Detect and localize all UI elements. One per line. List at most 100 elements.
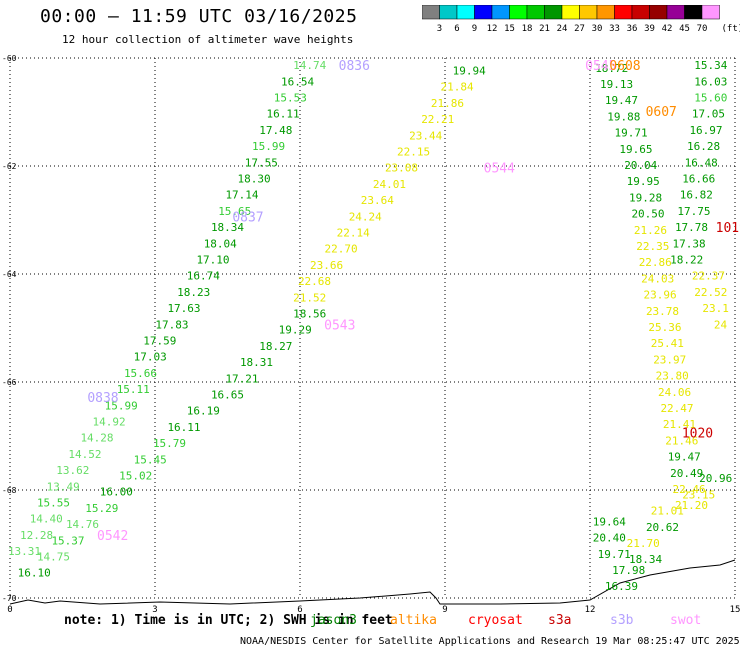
swh-point: 20.04 <box>624 159 657 172</box>
swh-point: 17.55 <box>245 156 278 169</box>
time-label: 1020 <box>682 426 713 441</box>
tick-layer: 0 3 6 9 12 15 -60 -62 -64 -66 -68 -70 <box>2 54 740 615</box>
colorbar-tick-label: 36 <box>627 24 638 34</box>
swh-point: 21.84 <box>441 81 474 94</box>
swh-point: 23.64 <box>361 194 394 207</box>
swh-point: 21.26 <box>634 224 667 237</box>
swh-point: 21.01 <box>651 505 684 518</box>
swh-point: 16.97 <box>689 124 722 137</box>
colorbar-tick-label: 24 <box>557 24 568 34</box>
swh-point: 22.52 <box>694 286 727 299</box>
satellite-swot: swot <box>670 613 702 628</box>
footer-note: note: 1) Time is in UTC; 2) SWH is in fe… <box>64 613 393 628</box>
colorbar-tick-label: 3 <box>437 24 442 34</box>
chart-title: 00:00 – 11:59 UTC 03/16/2025 <box>40 6 358 27</box>
chart-subtitle: 12 hour collection of altimeter wave hei… <box>62 33 354 46</box>
swh-point: 14.74 <box>293 59 326 72</box>
swh-point: 16.11 <box>267 108 300 121</box>
swh-point: 16.66 <box>682 173 715 186</box>
colorbar-tick-label: 33 <box>609 24 620 34</box>
swh-point: 15.65 <box>218 205 251 218</box>
swh-point: 19.28 <box>629 191 662 204</box>
colorbar-tick-label: 30 <box>592 24 603 34</box>
swh-point: 18.30 <box>238 173 271 186</box>
altimeter-chart: 0 3 6 9 12 15 -60 -62 -64 -66 -68 -70 14.74 16.54 15.… <box>2 54 740 615</box>
swh-point: 22.68 <box>298 275 331 288</box>
swh-point: 18.27 <box>259 340 292 353</box>
swh-point: 22.14 <box>337 227 370 240</box>
coastline-layer <box>9 559 736 605</box>
y-tick-label: -60 <box>2 54 17 63</box>
swh-point: 23.80 <box>656 370 689 383</box>
swh-point: 14.28 <box>80 432 113 445</box>
satellite-altika: altika <box>390 613 437 628</box>
swh-point: 17.03 <box>134 351 167 364</box>
swh-point: 19.64 <box>593 515 626 528</box>
swh-point: 19.47 <box>605 94 638 107</box>
colorbar-tick-label: 21 <box>539 24 550 34</box>
satellite-s3b: s3b <box>610 613 634 628</box>
time-label: 0607 <box>646 105 677 120</box>
y-tick-label: -66 <box>2 378 17 387</box>
colorbar-tick-label: 70 <box>697 24 708 34</box>
swh-point: 15.55 <box>37 497 70 510</box>
swh-point: 20.96 <box>699 472 732 485</box>
time-label: 1019 <box>716 221 740 236</box>
x-tick-label: 9 <box>442 605 447 615</box>
swh-point: 23.97 <box>653 353 686 366</box>
swh-point: 15.34 <box>694 59 727 72</box>
swh-point: 23.08 <box>385 162 418 175</box>
x-tick-label: 15 <box>730 605 740 615</box>
swh-point: 14.76 <box>66 518 99 531</box>
swh-point: 19.71 <box>598 548 631 561</box>
swh-point: 18.04 <box>204 237 237 250</box>
swh-point: 17.59 <box>143 335 176 348</box>
swh-point: 16.54 <box>281 75 314 88</box>
swh-point: 17.75 <box>677 205 710 218</box>
swh-point: 21.41 <box>663 418 696 431</box>
swh-point: 22.15 <box>397 146 430 159</box>
swh-point: 15.53 <box>274 92 307 105</box>
swh-point: 22.70 <box>325 243 358 256</box>
swh-point: 15.99 <box>105 399 138 412</box>
swh-point: 16.10 <box>18 567 51 580</box>
swh-point: 23.66 <box>310 259 343 272</box>
swh-point: 17.10 <box>196 254 229 267</box>
swh-point: 13.62 <box>56 464 89 477</box>
swh-point: 19.95 <box>627 175 660 188</box>
swh-point: 20.40 <box>593 532 626 545</box>
swh-point: 24.01 <box>373 178 406 191</box>
swh-point: 19.94 <box>453 65 486 78</box>
swh-point: 17.98 <box>612 564 645 577</box>
x-tick-label: 12 <box>585 605 596 615</box>
y-tick-label: -70 <box>2 594 17 603</box>
time-label: 0837 <box>232 210 263 225</box>
swh-point: 18.34 <box>211 221 244 234</box>
swh-point: 17.21 <box>225 372 258 385</box>
swh-point: 15.60 <box>694 92 727 105</box>
swh-point: 24.03 <box>641 272 674 285</box>
swh-point: 18.34 <box>629 553 662 566</box>
colorbar-unit: (ft) <box>722 24 740 34</box>
swh-point: 17.48 <box>259 124 292 137</box>
swh-point: 14.40 <box>30 513 63 526</box>
swh-point: 16.65 <box>211 389 244 402</box>
swh-point: 20.49 <box>670 467 703 480</box>
swh-point: 14.52 <box>68 448 101 461</box>
swh-point: 18.72 <box>595 62 628 75</box>
swh-point: 23.44 <box>409 129 442 142</box>
swh-point: 17.38 <box>673 237 706 250</box>
swh-point: 18.22 <box>670 254 703 267</box>
swh-point: 17.63 <box>167 302 200 315</box>
swh-point: 15.02 <box>119 470 152 483</box>
credit-line: NOAA/NESDIS Center for Satellite Applica… <box>240 636 740 647</box>
swh-point: 20.62 <box>646 521 679 534</box>
swh-point: 18.56 <box>293 308 326 321</box>
swh-point: 24.24 <box>349 210 382 223</box>
swh-point: 13.49 <box>47 480 80 493</box>
swh-point: 19.47 <box>668 451 701 464</box>
time-label: 0543 <box>324 318 355 333</box>
swh-point: 23.15 <box>682 488 715 501</box>
swh-point: 14.75 <box>37 551 70 564</box>
